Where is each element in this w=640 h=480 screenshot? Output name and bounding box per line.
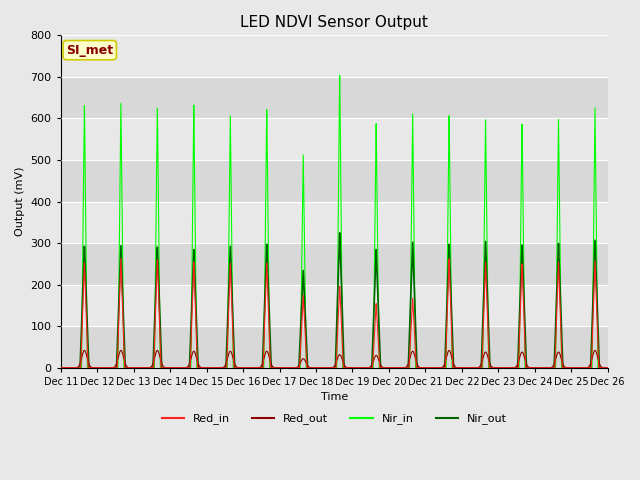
- Bar: [61, 243, 608, 285]
- X-axis label: Time: Time: [321, 393, 348, 402]
- Y-axis label: Output (mV): Output (mV): [15, 167, 25, 236]
- Bar: [61, 160, 608, 202]
- Title: LED NDVI Sensor Output: LED NDVI Sensor Output: [240, 15, 428, 30]
- Bar: [61, 326, 608, 368]
- Bar: [61, 202, 608, 243]
- Bar: [61, 36, 608, 77]
- Bar: [61, 285, 608, 326]
- Legend: Red_in, Red_out, Nir_in, Nir_out: Red_in, Red_out, Nir_in, Nir_out: [157, 409, 511, 429]
- Bar: [61, 119, 608, 160]
- Bar: [61, 77, 608, 119]
- Text: SI_met: SI_met: [66, 44, 113, 57]
